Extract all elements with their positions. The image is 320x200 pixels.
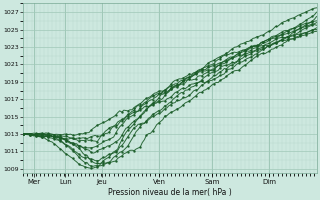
X-axis label: Pression niveau de la mer( hPa ): Pression niveau de la mer( hPa ): [108, 188, 232, 197]
